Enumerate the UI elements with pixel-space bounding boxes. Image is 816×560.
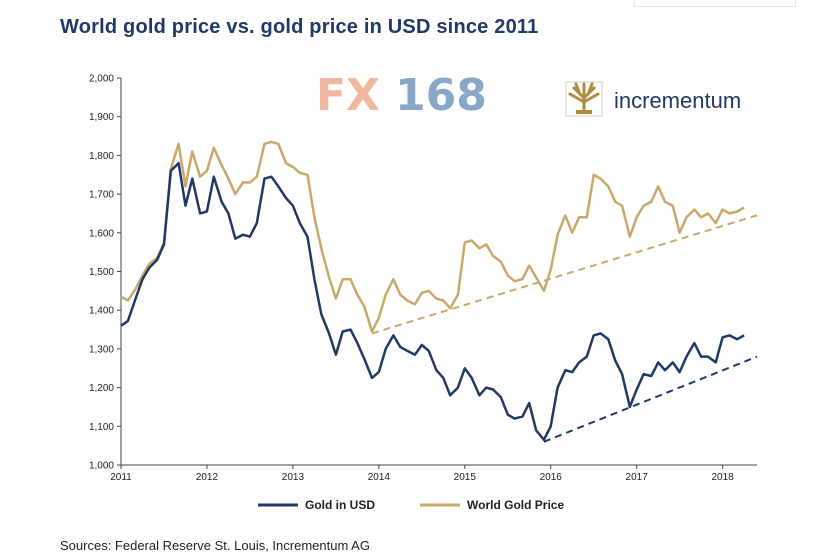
source-note: Sources: Federal Reserve St. Louis, Incr… [60,538,370,553]
y-tick-label: 1,400 [89,306,114,317]
x-tick-label: 2011 [110,472,132,483]
incrementum-logo: incrementum [565,81,741,117]
top-frame-decoration [634,0,796,7]
legend-label-world-gold: World Gold Price [467,498,564,512]
x-tick-label: 2014 [368,472,391,483]
y-tick-label: 1,500 [89,267,114,278]
fx168-logo-fx: FX [316,70,380,121]
y-tick-label: 1,000 [89,461,114,472]
y-tick-label: 1,800 [89,151,114,162]
trendlines [371,214,758,443]
trendline-gold-usd [543,355,758,443]
trendline-world-gold [371,214,758,335]
y-tick-label: 1,100 [89,422,114,433]
y-tick-label: 1,700 [89,190,114,201]
x-tick-label: 2015 [454,472,477,483]
x-tick-label: 2012 [196,472,219,483]
x-tick-label: 2013 [282,472,305,483]
x-tick-label: 2018 [711,472,734,483]
y-tick-label: 1,900 [89,112,114,123]
legend: Gold in USD World Gold Price [258,498,564,512]
x-tick-label: 2017 [626,472,649,483]
tree-logo-icon [565,81,603,117]
series-line-world-gold [120,140,745,333]
incrementum-logo-text: incrementum [614,88,741,113]
legend-label-gold-usd: Gold in USD [305,498,375,512]
series-line-gold-usd [120,161,745,442]
fx168-logo-168: 168 [395,70,487,121]
fx168-logo: FX 168 [316,70,487,121]
y-tick-label: 1,200 [89,383,114,394]
chart-axes: 1,000 1,100 1,200 1,300 1,400 1,500 1,600 1,700… [89,74,757,483]
y-tick-label: 1,300 [89,344,114,355]
chart-title: World gold price vs. gold price in USD s… [60,16,539,38]
x-tick-label: 2016 [540,472,563,483]
y-tick-label: 2,000 [89,74,114,85]
series-lines [120,140,745,442]
y-tick-label: 1,600 [89,228,114,239]
